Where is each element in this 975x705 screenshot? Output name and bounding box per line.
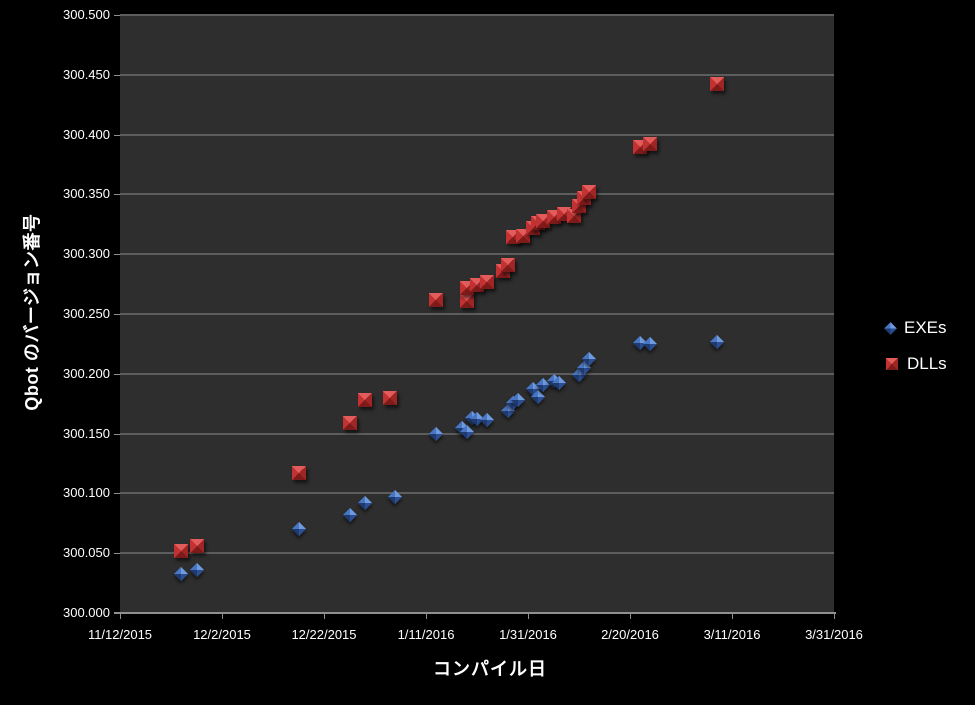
exes-data-point (291, 522, 306, 537)
x-tick-label: 2/20/2016 (601, 627, 659, 642)
legend: EXEs DLLs (884, 318, 947, 390)
gridline (120, 133, 834, 136)
exes-data-point (429, 426, 444, 441)
legend-label-dlls: DLLs (907, 354, 947, 373)
dlls-data-point (174, 543, 189, 558)
dlls-data-point (643, 137, 658, 152)
y-axis-title: Qbot のバージョン番号 (22, 213, 42, 411)
y-tick-mark (114, 15, 120, 16)
dlls-square-icon (886, 358, 898, 370)
dlls-data-point (189, 539, 204, 554)
x-tick-label: 3/31/2016 (805, 627, 863, 642)
x-tick-label: 1/11/2016 (397, 627, 455, 642)
y-tick-label: 300.450 (63, 66, 110, 82)
y-tick-mark (114, 194, 120, 196)
y-tick-mark (114, 134, 120, 136)
x-tick-mark (732, 613, 733, 619)
x-tick-mark (324, 613, 325, 619)
gridline (120, 432, 834, 435)
gridline (120, 253, 834, 256)
gridline (120, 372, 834, 375)
x-tick-mark (426, 613, 427, 619)
gridline (120, 14, 834, 16)
exes-data-point (643, 336, 658, 351)
gridline (120, 313, 834, 315)
exes-data-point (174, 566, 189, 581)
gridline (120, 492, 834, 495)
x-tick-mark (528, 613, 529, 619)
x-tick-label: 12/22/2015 (291, 627, 357, 642)
exes-data-point (357, 495, 372, 511)
gridline (120, 552, 834, 555)
dlls-data-point (291, 466, 306, 481)
y-tick-mark (114, 553, 120, 555)
exes-data-point (480, 413, 495, 428)
y-tick-mark (114, 314, 120, 315)
y-tick-label: 300.000 (63, 605, 110, 620)
x-axis-line (114, 612, 836, 614)
y-tick-mark (114, 254, 120, 256)
dlls-data-point (500, 257, 515, 272)
exes-data-point (342, 507, 357, 522)
y-tick-label: 300.400 (63, 126, 110, 142)
y-tick-label: 300.500 (63, 7, 110, 22)
x-tick-label: 11/12/2015 (87, 627, 153, 642)
dlls-data-point (582, 185, 597, 199)
y-tick-label: 300.050 (63, 545, 110, 561)
y-tick-label: 300.150 (63, 425, 110, 441)
y-tick-mark (114, 373, 120, 375)
legend-item-exes: EXEs (884, 318, 947, 338)
y-tick-mark (114, 74, 120, 76)
exes-data-point (189, 562, 204, 578)
x-tick-label: 1/31/2016 (499, 627, 557, 642)
exes-data-point (709, 334, 724, 349)
dlls-data-point (357, 393, 372, 408)
dlls-data-point (383, 390, 398, 405)
x-tick-mark (834, 613, 835, 619)
x-tick-mark (630, 613, 631, 619)
dlls-data-point (429, 292, 444, 307)
gridline (120, 73, 834, 76)
y-tick-mark (114, 493, 120, 495)
y-tick-label: 300.200 (63, 365, 110, 381)
plot-area (120, 14, 834, 614)
y-tick-label: 300.300 (63, 246, 110, 262)
x-axis-title: コンパイル日 (433, 659, 547, 679)
y-tick-label: 300.350 (63, 186, 110, 202)
legend-item-dlls: DLLs (886, 354, 947, 374)
exes-diamond-icon (884, 321, 897, 335)
dlls-data-point (459, 293, 474, 308)
x-tick-mark (120, 613, 121, 619)
x-tick-label: 12/2/2015 (193, 627, 251, 642)
x-tick-mark (222, 613, 223, 619)
x-tick-label: 3/11/2016 (703, 627, 761, 642)
y-tick-label: 300.250 (63, 306, 110, 321)
y-tick-mark (114, 433, 120, 435)
gridline (120, 193, 834, 196)
dlls-data-point (709, 77, 724, 92)
legend-label-exes: EXEs (904, 318, 947, 337)
dlls-data-point (480, 274, 495, 289)
dlls-data-point (342, 415, 357, 430)
y-tick-label: 300.100 (63, 485, 110, 501)
